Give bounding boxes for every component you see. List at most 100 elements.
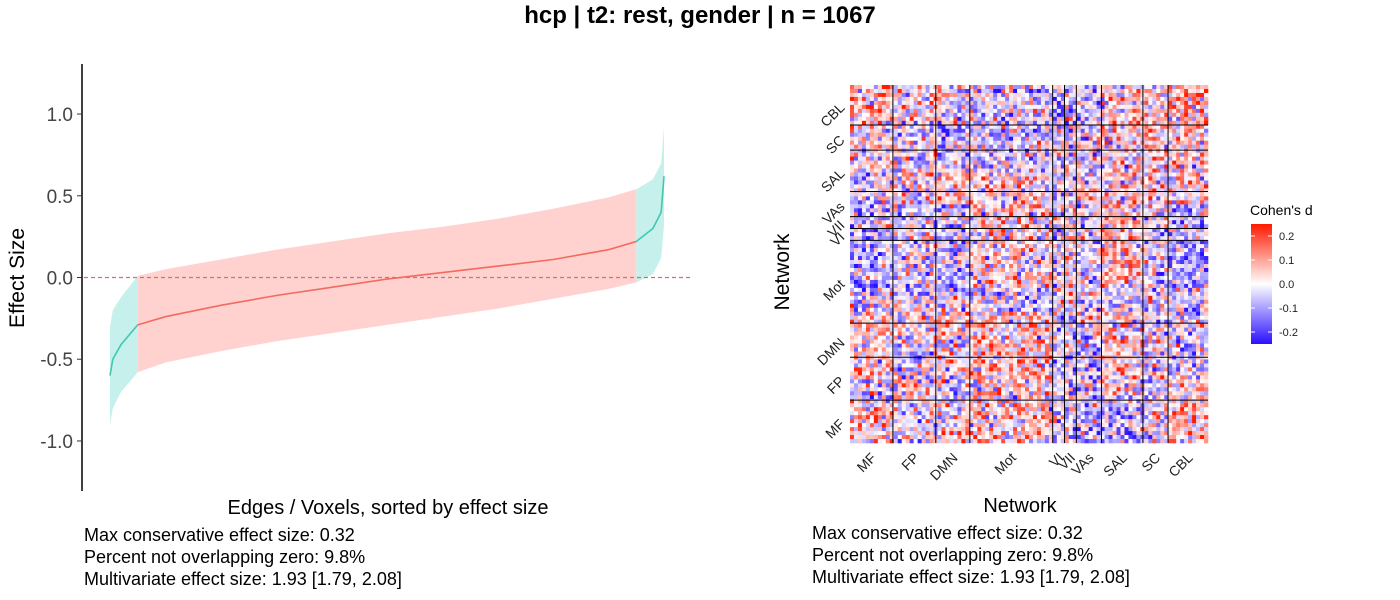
heatmap-cell (1029, 188, 1034, 193)
heatmap-cell (1136, 275, 1141, 281)
heatmap-cell (873, 200, 879, 205)
heatmap-cell (1092, 267, 1097, 273)
heatmap-cell (897, 180, 903, 185)
heatmap-cell (1068, 271, 1074, 277)
heatmap-cell (1029, 291, 1034, 297)
heatmap-cell (913, 136, 918, 141)
heatmap-cell (1120, 212, 1125, 217)
heatmap-cell (1164, 248, 1169, 253)
heatmap-cell (1056, 140, 1062, 145)
heatmap-cell (893, 188, 899, 193)
heatmap-cell (885, 88, 891, 94)
heatmap-cell (850, 271, 855, 277)
heatmap-cell (905, 220, 910, 225)
heatmap-cell (961, 204, 966, 209)
heatmap-cell (961, 260, 966, 265)
heatmap-cell (913, 108, 918, 114)
heatmap-cell (981, 228, 986, 233)
heatmap-cell (981, 287, 986, 293)
heatmap-cell (1084, 180, 1089, 185)
heatmap-cell (1025, 267, 1030, 273)
heatmap-cell (917, 180, 922, 185)
heatmap-cell (1072, 85, 1078, 90)
heatmap-cell (1056, 128, 1062, 134)
heatmap-cell (857, 220, 863, 225)
heatmap-cell (969, 275, 974, 281)
heatmap-cell (1184, 156, 1189, 161)
heatmap-cell (1076, 260, 1082, 265)
heatmap-cell (1032, 136, 1038, 141)
heatmap-cell (909, 136, 914, 141)
heatmap-cell (973, 100, 978, 106)
heatmap-cell (925, 275, 930, 281)
heatmap-cell (1112, 132, 1117, 138)
heatmap-cell (857, 104, 863, 110)
heatmap-cell (1017, 96, 1022, 102)
heatmap-cell (981, 188, 986, 193)
heatmap-cell (997, 228, 1002, 233)
heatmap-cell (1036, 244, 1042, 249)
heatmap-cell (981, 128, 986, 134)
heatmap-cell (941, 220, 946, 225)
heatmap-cell (953, 132, 958, 138)
heatmap-cell (1036, 180, 1042, 185)
heatmap-cell (889, 128, 895, 134)
heatmap-cell (1128, 168, 1133, 173)
heatmap-cell (917, 252, 922, 257)
heatmap-cell (1072, 188, 1078, 193)
heatmap-cell (1132, 264, 1137, 269)
heatmap-cell (850, 212, 855, 217)
heatmap-cell (1164, 224, 1169, 229)
heatmap-cell (1120, 112, 1125, 118)
heatmap-cell (1184, 275, 1189, 281)
heatmap-cell (1013, 128, 1018, 134)
heatmap-cell (949, 120, 954, 126)
heatmap-cell (1160, 104, 1165, 110)
heatmap-cell (1128, 88, 1133, 94)
heatmap-cell (885, 124, 891, 130)
heatmap-cell (881, 196, 887, 201)
heatmap-cell (1072, 168, 1078, 173)
heatmap-cell (1120, 216, 1125, 221)
heatmap-cell (1084, 176, 1089, 181)
heatmap-cell (865, 116, 871, 122)
heatmap-cell (917, 160, 922, 165)
heatmap-cell (881, 124, 887, 130)
heatmap-cell (1160, 208, 1165, 213)
heatmap-cell (1056, 148, 1062, 153)
heatmap-cell (1172, 100, 1177, 106)
heatmap-cell (1204, 156, 1209, 161)
heatmap-cell (1180, 291, 1185, 297)
heatmap-cell (985, 108, 990, 114)
heatmap-cell (1017, 136, 1022, 141)
heatmap-cell (1132, 108, 1137, 114)
heatmap-cell (873, 244, 879, 249)
heatmap-cell (1017, 244, 1022, 249)
heatmap-cell (881, 204, 887, 209)
heatmap-cell (1009, 244, 1014, 249)
heatmap-cell (973, 264, 978, 269)
heatmap-cell (1096, 236, 1101, 241)
heatmap-cell (973, 124, 978, 130)
heatmap-cell (1005, 216, 1010, 221)
heatmap-cell (1188, 132, 1193, 138)
heatmap-cell (897, 299, 903, 305)
heatmap-cell (1108, 204, 1113, 209)
heatmap-cell (1124, 176, 1129, 181)
heatmap-cell (1116, 192, 1121, 197)
heatmap-cell (941, 192, 946, 197)
heatmap-cell (1116, 96, 1121, 102)
heatmap-cell (850, 303, 855, 309)
heatmap-cell (861, 148, 867, 153)
heatmap-cell (869, 232, 875, 237)
heatmap-cell (893, 96, 899, 102)
heatmap-cell (1040, 260, 1046, 265)
heatmap-cell (1132, 283, 1137, 289)
heatmap-cell (1100, 267, 1105, 273)
heatmap-cell (893, 303, 899, 309)
heatmap-cell (1048, 160, 1054, 165)
heatmap-cell (1192, 287, 1197, 293)
heatmap-cell (1029, 168, 1034, 173)
heatmap-cell (1112, 108, 1117, 114)
heatmap-cell (893, 267, 899, 273)
